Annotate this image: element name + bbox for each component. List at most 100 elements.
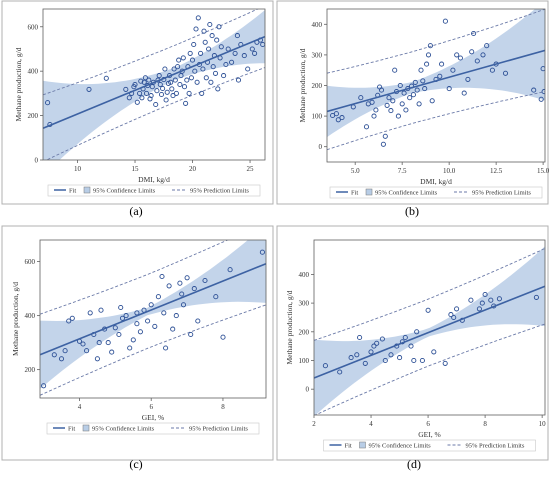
data-point bbox=[402, 334, 408, 341]
data-point bbox=[414, 87, 420, 93]
data-point bbox=[162, 66, 168, 72]
y-tick-label: 400 bbox=[28, 68, 39, 76]
legend-fit-label: Fit bbox=[351, 190, 358, 197]
data-point bbox=[147, 96, 153, 102]
data-point bbox=[206, 46, 212, 52]
data-point bbox=[126, 95, 132, 101]
data-point bbox=[392, 67, 398, 73]
x-axis-label: DMI, kg/d bbox=[138, 175, 170, 184]
data-point bbox=[420, 78, 426, 84]
legend-confidence-label: 95% Confidence Limits bbox=[92, 426, 155, 433]
data-point bbox=[386, 95, 392, 101]
data-point bbox=[395, 113, 401, 119]
y-tick-label: 600 bbox=[28, 23, 39, 31]
legend-box bbox=[47, 184, 261, 197]
data-point bbox=[403, 107, 409, 113]
legend-confidence-swatch bbox=[359, 441, 366, 449]
data-point bbox=[337, 369, 343, 375]
x-tick-label: 6 bbox=[149, 403, 153, 411]
data-point bbox=[134, 321, 140, 327]
data-point bbox=[232, 50, 238, 56]
data-point bbox=[103, 75, 109, 81]
panel-label: (d) bbox=[407, 457, 421, 471]
data-point bbox=[229, 59, 235, 65]
data-point bbox=[502, 70, 509, 76]
legend-prediction-label: 95% Prediction Limits bbox=[472, 190, 531, 197]
data-point bbox=[373, 107, 379, 113]
fit-line bbox=[327, 49, 545, 113]
data-point bbox=[156, 73, 162, 79]
chart-panel-2: 5.0 7.5 10.0 12.5 15.0 0 100 200 300 400 DMI, kg/d… bbox=[276, 0, 550, 218]
data-point bbox=[354, 352, 360, 358]
y-tick-label: 100 bbox=[312, 113, 323, 121]
data-point bbox=[210, 64, 216, 70]
data-point bbox=[198, 50, 204, 56]
prediction-limit-upper bbox=[314, 247, 545, 341]
data-point bbox=[538, 96, 544, 102]
data-point bbox=[177, 280, 183, 286]
data-point bbox=[448, 312, 454, 318]
data-point bbox=[98, 307, 104, 313]
data-point bbox=[371, 343, 377, 349]
data-point bbox=[123, 86, 129, 92]
data-point bbox=[259, 249, 265, 255]
x-tick-label: 8 bbox=[483, 420, 487, 428]
data-point bbox=[380, 141, 386, 147]
data-point bbox=[348, 355, 354, 361]
data-point bbox=[169, 86, 175, 92]
chart-panel-3: 4 6 8 200 400 600 GEI, % Methane production, g/… bbox=[1, 225, 274, 471]
data-point bbox=[218, 44, 224, 50]
data-point bbox=[482, 291, 488, 298]
data-point bbox=[407, 95, 413, 101]
data-point bbox=[161, 310, 167, 316]
data-point bbox=[339, 115, 345, 121]
data-point bbox=[425, 52, 432, 58]
data-point bbox=[541, 89, 545, 95]
confidence-band bbox=[40, 240, 266, 389]
data-point bbox=[245, 66, 251, 72]
data-point bbox=[234, 33, 240, 39]
data-point bbox=[181, 84, 188, 90]
data-point bbox=[333, 111, 339, 117]
data-point bbox=[216, 24, 222, 30]
data-point bbox=[249, 46, 255, 52]
data-point bbox=[227, 267, 233, 273]
y-axis-label: Methane production, g/d bbox=[285, 290, 294, 364]
data-point bbox=[371, 113, 377, 119]
data-point bbox=[116, 331, 122, 338]
legend-box bbox=[329, 186, 543, 199]
data-point bbox=[384, 102, 390, 108]
data-point bbox=[431, 349, 437, 355]
data-point bbox=[170, 326, 176, 332]
data-point bbox=[189, 57, 196, 63]
data-point bbox=[203, 75, 209, 81]
data-point bbox=[199, 90, 205, 96]
legend-fit-label: Fit bbox=[345, 443, 352, 450]
x-tick-label: 4 bbox=[369, 420, 373, 428]
fit-line bbox=[43, 35, 265, 130]
x-tick-label: 10 bbox=[539, 420, 547, 428]
data-point bbox=[112, 325, 118, 331]
data-point bbox=[155, 294, 161, 300]
data-point bbox=[379, 336, 385, 342]
data-point bbox=[171, 66, 177, 72]
data-point bbox=[397, 82, 403, 89]
data-point bbox=[322, 363, 328, 369]
data-point bbox=[476, 306, 482, 312]
data-point bbox=[335, 117, 341, 123]
data-point bbox=[137, 90, 143, 96]
data-point bbox=[45, 100, 51, 106]
x-tick-label: 12.5 bbox=[490, 167, 503, 175]
data-point bbox=[378, 87, 385, 93]
data-point bbox=[461, 90, 467, 96]
data-point bbox=[382, 357, 388, 364]
data-point bbox=[195, 15, 201, 21]
data-point bbox=[132, 81, 138, 88]
data-point bbox=[439, 61, 445, 67]
data-point bbox=[408, 343, 414, 349]
data-point bbox=[200, 66, 206, 72]
data-point bbox=[419, 357, 425, 364]
data-point bbox=[454, 52, 460, 58]
